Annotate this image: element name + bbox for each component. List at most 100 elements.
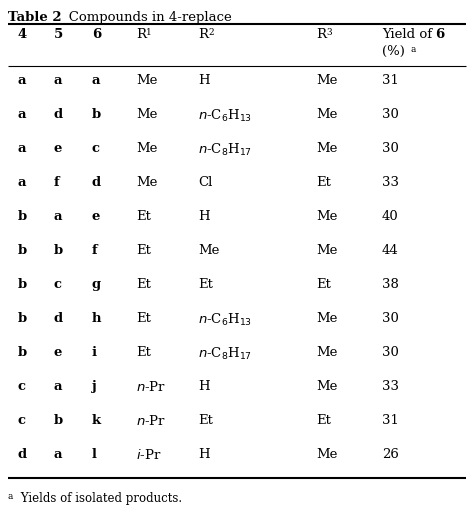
Text: g: g xyxy=(92,278,101,291)
Text: f: f xyxy=(92,244,98,257)
Text: Me: Me xyxy=(316,142,337,155)
Text: 31: 31 xyxy=(382,74,399,87)
Text: Compounds in 4-replace: Compounds in 4-replace xyxy=(56,11,232,24)
Text: b: b xyxy=(18,346,27,359)
Text: d: d xyxy=(54,312,63,325)
Text: j: j xyxy=(92,380,97,393)
Text: $n$-C$_6$H$_{13}$: $n$-C$_6$H$_{13}$ xyxy=(198,312,252,328)
Text: Et: Et xyxy=(198,278,213,291)
Text: $n$-Pr: $n$-Pr xyxy=(136,380,166,394)
Text: i: i xyxy=(92,346,97,359)
Text: a: a xyxy=(54,380,63,393)
Text: 31: 31 xyxy=(382,414,399,427)
Text: Me: Me xyxy=(136,142,157,155)
Text: d: d xyxy=(92,176,101,189)
Text: Me: Me xyxy=(316,448,337,461)
Text: c: c xyxy=(92,142,100,155)
Text: a: a xyxy=(54,448,63,461)
Text: b: b xyxy=(92,108,101,121)
Text: b: b xyxy=(54,244,63,257)
Text: 4: 4 xyxy=(18,28,27,41)
Text: a: a xyxy=(18,142,27,155)
Text: H: H xyxy=(198,74,210,87)
Text: c: c xyxy=(54,278,62,291)
Text: b: b xyxy=(18,244,27,257)
Text: a: a xyxy=(18,108,27,121)
Text: e: e xyxy=(92,210,100,223)
Text: Et: Et xyxy=(136,278,151,291)
Text: Et: Et xyxy=(316,414,331,427)
Text: $n$-Pr: $n$-Pr xyxy=(136,414,166,428)
Text: 1: 1 xyxy=(146,28,152,37)
Text: 6: 6 xyxy=(435,28,444,41)
Text: a: a xyxy=(92,74,100,87)
Text: 30: 30 xyxy=(382,312,399,325)
Text: 2: 2 xyxy=(208,28,214,37)
Text: Et: Et xyxy=(198,414,213,427)
Text: $n$-C$_8$H$_{17}$: $n$-C$_8$H$_{17}$ xyxy=(198,346,252,362)
Text: Me: Me xyxy=(136,108,157,121)
Text: d: d xyxy=(54,108,63,121)
Text: $n$-C$_6$H$_{13}$: $n$-C$_6$H$_{13}$ xyxy=(198,108,252,124)
Text: Yield of: Yield of xyxy=(382,28,437,41)
Text: $n$-C$_8$H$_{17}$: $n$-C$_8$H$_{17}$ xyxy=(198,142,252,158)
Text: $i$-Pr: $i$-Pr xyxy=(136,448,161,462)
Text: b: b xyxy=(18,312,27,325)
Text: Yields of isolated products.: Yields of isolated products. xyxy=(17,492,182,505)
Text: c: c xyxy=(18,414,26,427)
Text: R: R xyxy=(198,28,208,41)
Text: e: e xyxy=(54,346,63,359)
Text: 38: 38 xyxy=(382,278,399,291)
Text: 44: 44 xyxy=(382,244,399,257)
Text: Me: Me xyxy=(316,210,337,223)
Text: Cl: Cl xyxy=(198,176,212,189)
Text: 40: 40 xyxy=(382,210,399,223)
Text: H: H xyxy=(198,380,210,393)
Text: Me: Me xyxy=(316,380,337,393)
Text: a: a xyxy=(18,176,27,189)
Text: Me: Me xyxy=(316,312,337,325)
Text: b: b xyxy=(18,278,27,291)
Text: Me: Me xyxy=(316,108,337,121)
Text: 30: 30 xyxy=(382,142,399,155)
Text: 30: 30 xyxy=(382,346,399,359)
Text: H: H xyxy=(198,448,210,461)
Text: 33: 33 xyxy=(382,176,399,189)
Text: Me: Me xyxy=(198,244,219,257)
Text: 3: 3 xyxy=(326,28,332,37)
Text: a: a xyxy=(54,74,63,87)
Text: Me: Me xyxy=(316,346,337,359)
Text: Table 2: Table 2 xyxy=(8,11,62,24)
Text: 30: 30 xyxy=(382,108,399,121)
Text: Et: Et xyxy=(316,278,331,291)
Text: 5: 5 xyxy=(54,28,63,41)
Text: Me: Me xyxy=(136,74,157,87)
Text: Et: Et xyxy=(136,210,151,223)
Text: d: d xyxy=(18,448,27,461)
Text: a: a xyxy=(411,45,416,54)
Text: b: b xyxy=(54,414,63,427)
Text: Me: Me xyxy=(316,244,337,257)
Text: R: R xyxy=(316,28,326,41)
Text: Et: Et xyxy=(316,176,331,189)
Text: h: h xyxy=(92,312,101,325)
Text: 6: 6 xyxy=(92,28,101,41)
Text: a: a xyxy=(54,210,63,223)
Text: H: H xyxy=(198,210,210,223)
Text: Et: Et xyxy=(136,244,151,257)
Text: b: b xyxy=(18,210,27,223)
Text: a: a xyxy=(8,492,13,501)
Text: (%): (%) xyxy=(382,45,405,58)
Text: a: a xyxy=(18,74,27,87)
Text: f: f xyxy=(54,176,60,189)
Text: 33: 33 xyxy=(382,380,399,393)
Text: c: c xyxy=(18,380,26,393)
Text: Me: Me xyxy=(316,74,337,87)
Text: Et: Et xyxy=(136,312,151,325)
Text: Me: Me xyxy=(136,176,157,189)
Text: l: l xyxy=(92,448,97,461)
Text: R: R xyxy=(136,28,146,41)
Text: 26: 26 xyxy=(382,448,399,461)
Text: k: k xyxy=(92,414,101,427)
Text: Et: Et xyxy=(136,346,151,359)
